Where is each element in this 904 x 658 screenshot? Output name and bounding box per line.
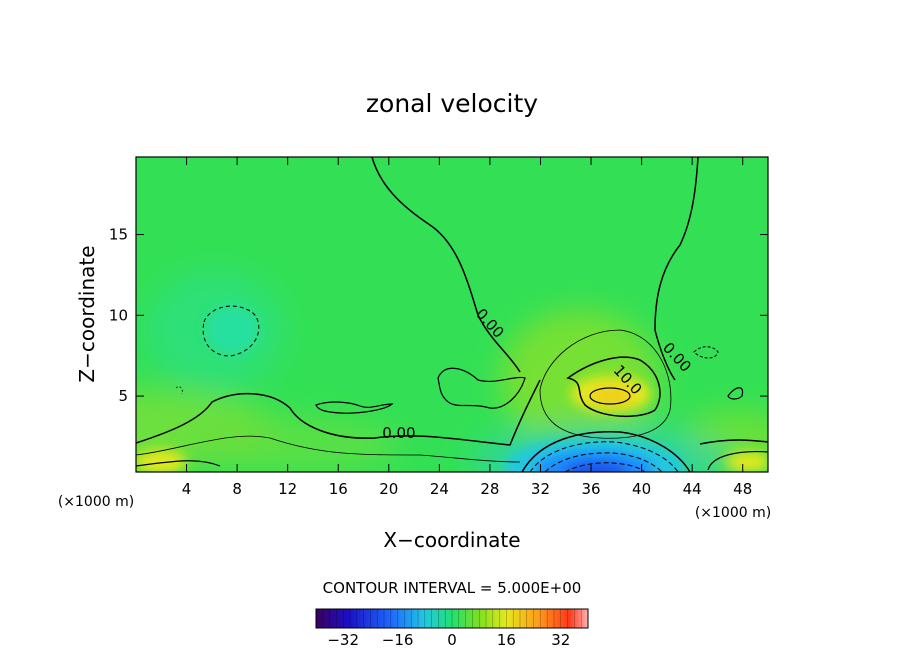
x-tick-label: 28	[480, 480, 499, 498]
x-tick-label: 32	[531, 480, 550, 498]
velocity-field	[136, 157, 768, 472]
x-tick-label: 48	[733, 480, 752, 498]
x-tick-label: 4	[182, 480, 192, 498]
y-axis-label: Z−coordinate	[75, 245, 99, 382]
colorbar-ticks: −32 −16 0 16 32	[327, 631, 570, 649]
y-tick-label: 15	[109, 226, 128, 244]
x-tick-label: 16	[329, 480, 348, 498]
x-tick-label: 8	[232, 480, 242, 498]
x-unit-right: (×1000 m)	[695, 505, 771, 521]
colorbar-tick-label: −32	[327, 631, 359, 649]
colorbar-gradient	[316, 609, 588, 628]
x-axis: 4 8 12 16 20 24 28 32 36 40 44 48	[182, 157, 752, 498]
x-tick-label: 20	[379, 480, 398, 498]
y-tick-label: 10	[109, 306, 128, 324]
colorbar-tick-label: 16	[497, 631, 516, 649]
colorbar-frame	[315, 608, 589, 629]
x-axis-label: X−coordinate	[383, 528, 520, 552]
x-unit-left: (×1000 m)	[58, 494, 134, 510]
x-tick-label: 40	[632, 480, 651, 498]
x-tick-label: 12	[278, 480, 297, 498]
x-tick-label: 44	[683, 480, 702, 498]
contour-label: 0.00	[382, 424, 415, 442]
field-features	[136, 306, 768, 472]
colorbar-tick-label: 32	[551, 631, 570, 649]
chart-title: zonal velocity	[366, 89, 538, 118]
plot-frame	[135, 156, 769, 473]
x-tick-label: 24	[430, 480, 449, 498]
colorbar-tick-label: −16	[382, 631, 414, 649]
x-tick-label: 36	[581, 480, 600, 498]
y-tick-label: 5	[118, 387, 128, 405]
colorbar-tick-label: 0	[447, 631, 457, 649]
y-axis: 5 10 15	[109, 226, 768, 405]
colorbar: −32 −16 0 16 32	[315, 608, 589, 649]
contour-interval-label: CONTOUR INTERVAL = 5.000E+00	[323, 579, 582, 597]
colorbar-segments	[322, 609, 582, 628]
contour-lines	[136, 157, 768, 472]
